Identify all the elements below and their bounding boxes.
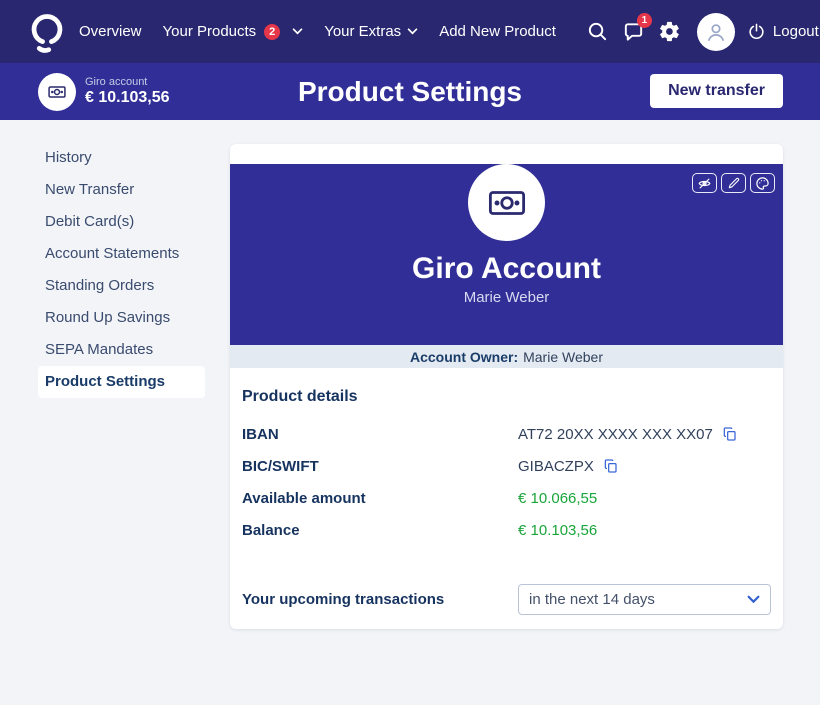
account-chip-balance: € 10.103,56 bbox=[85, 89, 170, 106]
main-navigation: Overview Your Products 2 Your Extras Add… bbox=[79, 23, 577, 40]
bic-label: BIC/SWIFT bbox=[242, 457, 319, 475]
account-hero: Giro Account Marie Weber bbox=[230, 164, 783, 345]
palette-icon bbox=[756, 176, 769, 190]
logout-label: Logout bbox=[772, 23, 819, 40]
account-owner-strip: Account Owner: Marie Weber bbox=[230, 345, 783, 368]
account-owner-label: Account Owner: bbox=[409, 348, 519, 365]
sidebar-item-standing-orders[interactable]: Standing Orders bbox=[45, 277, 155, 294]
products-count-badge: 2 bbox=[264, 23, 281, 40]
banknote-icon bbox=[488, 190, 525, 215]
iban-label: IBAN bbox=[242, 425, 279, 443]
page-header: Giro account € 10.103,56 Product Setting… bbox=[0, 63, 820, 120]
user-avatar[interactable] bbox=[696, 12, 735, 51]
chevron-down-icon bbox=[407, 28, 418, 35]
balance-label: Balance bbox=[242, 521, 300, 539]
detail-row-iban: IBAN AT72 20XX XXXX XXX XX07 bbox=[242, 418, 771, 450]
banknote-icon bbox=[38, 72, 76, 111]
account-title: Giro Account bbox=[412, 252, 601, 285]
available-amount-label: Available amount bbox=[242, 489, 366, 507]
upcoming-transactions-dropdown[interactable]: in the next 14 days bbox=[518, 584, 771, 615]
sidebar-item-sepa-mandates[interactable]: SEPA Mandates bbox=[45, 341, 154, 358]
account-chip-label: Giro account bbox=[85, 76, 148, 88]
copy-iban-button[interactable] bbox=[722, 426, 738, 442]
nav-item-add-new-product[interactable]: Add New Product bbox=[439, 23, 556, 40]
george-logo-icon[interactable] bbox=[28, 10, 66, 54]
pencil-icon bbox=[728, 177, 739, 189]
sidebar-item-account-statements[interactable]: Account Statements bbox=[45, 245, 180, 262]
sidebar-item-debit-cards[interactable]: Debit Card(s) bbox=[45, 213, 135, 230]
nav-your-extras-label: Your Extras bbox=[324, 23, 402, 40]
nav-your-products-label: Your Products bbox=[162, 23, 257, 40]
product-details-section: Product details IBAN AT72 20XX XXXX XXX … bbox=[230, 368, 783, 629]
power-icon bbox=[749, 23, 764, 40]
dropdown-selected-value: in the next 14 days bbox=[529, 591, 655, 608]
logout-button[interactable]: Logout bbox=[747, 22, 819, 41]
sidebar-item-round-up-savings[interactable]: Round Up Savings bbox=[45, 309, 171, 326]
nav-item-overview[interactable]: Overview bbox=[79, 23, 142, 40]
color-palette-button[interactable] bbox=[750, 173, 775, 193]
search-icon bbox=[589, 22, 607, 41]
copy-bic-button[interactable] bbox=[603, 458, 619, 474]
copy-icon bbox=[604, 459, 617, 473]
sidebar-item-history[interactable]: History bbox=[45, 149, 92, 166]
main-content: Giro Account Marie Weber Account Owner: … bbox=[230, 120, 820, 629]
account-avatar bbox=[468, 164, 545, 241]
chevron-down-icon bbox=[747, 595, 760, 604]
iban-value: AT72 20XX XXXX XXX XX07 bbox=[518, 425, 713, 443]
edit-account-button[interactable] bbox=[721, 173, 746, 193]
copy-icon bbox=[723, 427, 736, 441]
hide-account-button[interactable] bbox=[692, 173, 717, 193]
top-navbar: Overview Your Products 2 Your Extras Add… bbox=[0, 0, 820, 63]
gear-icon bbox=[660, 21, 680, 42]
account-chip[interactable]: Giro account € 10.103,56 bbox=[38, 72, 170, 111]
sidebar-item-new-transfer[interactable]: New Transfer bbox=[45, 181, 135, 198]
detail-row-available-amount: Available amount € 10.066,55 bbox=[242, 482, 771, 514]
new-transfer-button[interactable]: New transfer bbox=[650, 74, 783, 108]
product-details-heading: Product details bbox=[242, 388, 358, 405]
detail-row-bic: BIC/SWIFT GIBACZPX bbox=[242, 450, 771, 482]
settings-button[interactable] bbox=[655, 17, 685, 47]
detail-row-balance: Balance € 10.103,56 bbox=[242, 514, 771, 546]
notification-count-badge: 1 bbox=[636, 12, 652, 28]
available-amount-value: € 10.066,55 bbox=[518, 489, 598, 507]
chevron-down-icon bbox=[292, 28, 303, 35]
nav-item-your-products[interactable]: Your Products 2 bbox=[163, 23, 304, 40]
nav-item-your-extras[interactable]: Your Extras bbox=[324, 23, 418, 40]
hero-actions bbox=[692, 173, 775, 193]
account-owner-value: Marie Weber bbox=[523, 348, 603, 365]
upcoming-transactions-row: Your upcoming transactions in the next 1… bbox=[242, 584, 771, 615]
bic-value: GIBACZPX bbox=[518, 457, 594, 475]
navbar-actions: 1 Logout bbox=[577, 12, 819, 51]
sidebar-item-product-settings[interactable]: Product Settings bbox=[38, 366, 205, 398]
sidebar: History New Transfer Debit Card(s) Accou… bbox=[0, 120, 230, 629]
product-card: Giro Account Marie Weber Account Owner: … bbox=[230, 144, 783, 629]
page-body: History New Transfer Debit Card(s) Accou… bbox=[0, 120, 820, 629]
balance-value: € 10.103,56 bbox=[518, 521, 598, 539]
eye-off-icon bbox=[698, 178, 711, 188]
search-button[interactable] bbox=[583, 17, 613, 47]
upcoming-transactions-label: Your upcoming transactions bbox=[242, 591, 445, 608]
account-owner-name: Marie Weber bbox=[463, 289, 550, 306]
person-icon bbox=[708, 23, 724, 41]
notifications-button[interactable]: 1 bbox=[619, 12, 652, 47]
